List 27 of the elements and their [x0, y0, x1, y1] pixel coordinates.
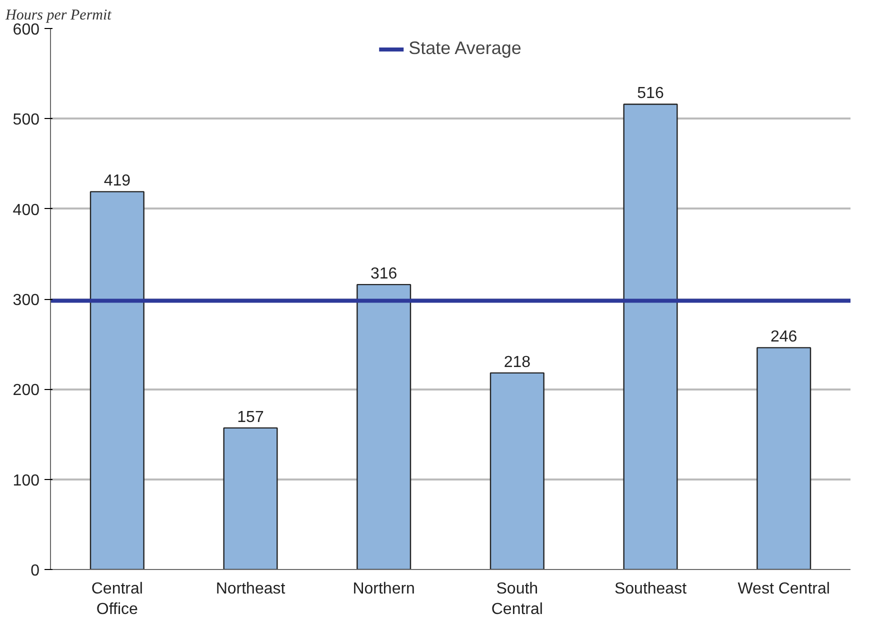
y-axis-title: Hours per Permit — [4, 8, 112, 24]
y-tick-label: 300 — [12, 292, 40, 309]
x-tick-label: Central Office — [91, 580, 143, 618]
bar — [223, 427, 278, 570]
data-label: 516 — [637, 85, 664, 102]
y-tick-label: 600 — [12, 22, 40, 38]
x-tick-label: South Central — [491, 580, 543, 618]
legend-label: State Average — [408, 38, 522, 59]
data-label: 157 — [237, 408, 264, 426]
bar — [756, 347, 812, 570]
x-tick-label: Northeast — [216, 580, 286, 598]
data-label: 316 — [370, 266, 398, 283]
y-tick-label: 100 — [12, 472, 40, 490]
y-tick-label: 0 — [30, 562, 40, 580]
data-label: 419 — [104, 172, 131, 190]
data-label: 218 — [504, 354, 531, 371]
bar — [490, 372, 544, 570]
x-tick-label: Northern — [352, 580, 415, 598]
x-tick-label: West Central — [738, 580, 830, 598]
y-tick-label: 200 — [12, 382, 40, 400]
bar — [90, 191, 144, 570]
x-tick-label: Southeast — [614, 580, 688, 598]
bar — [356, 284, 412, 570]
bar — [623, 104, 678, 570]
data-label: 246 — [770, 328, 798, 346]
y-tick-label: 500 — [12, 112, 40, 129]
y-tick-label: 400 — [12, 202, 40, 219]
